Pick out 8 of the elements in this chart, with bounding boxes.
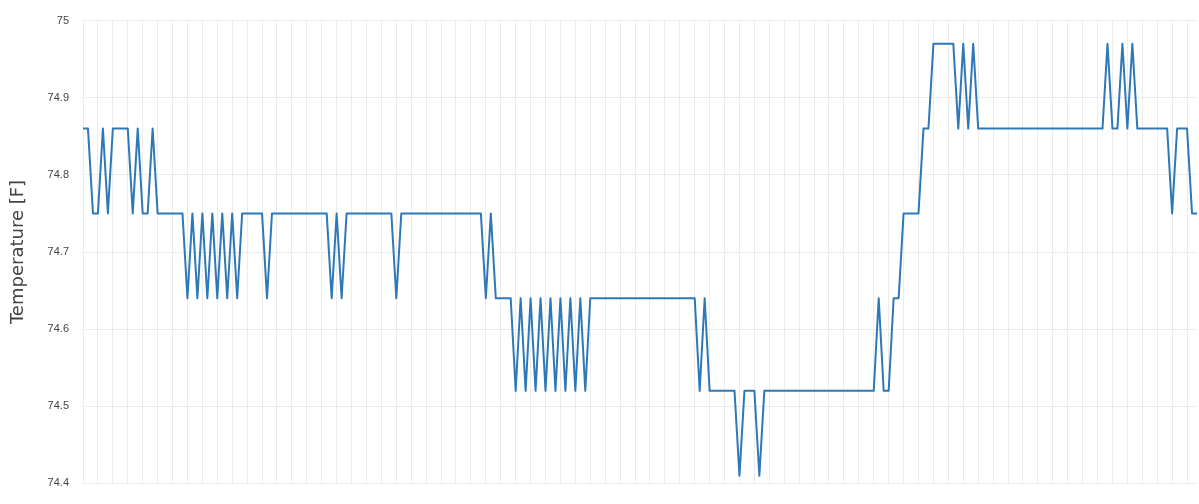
y-tick-label: 75 bbox=[56, 13, 70, 26]
y-tick-label: 74.6 bbox=[47, 322, 70, 335]
y-tick-label: 74.5 bbox=[47, 399, 70, 412]
y-axis-title: Temperature [F] bbox=[6, 179, 28, 326]
y-tick-label: 74.8 bbox=[47, 167, 70, 180]
y-tick-label: 74.9 bbox=[47, 90, 70, 103]
y-tick-label: 74.7 bbox=[47, 245, 70, 258]
y-tick-label: 74.4 bbox=[47, 476, 70, 489]
